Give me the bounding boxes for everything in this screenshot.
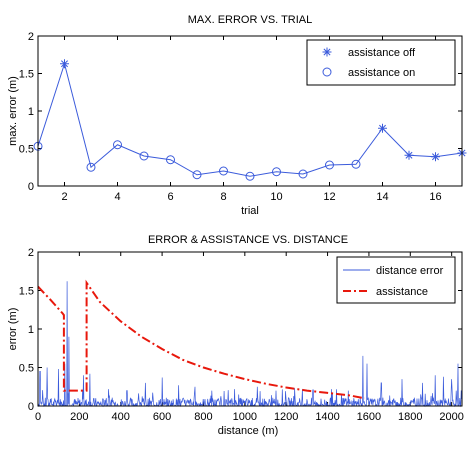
top-point-asterisk-stroke: [378, 124, 387, 132]
chart-top-xlabel: trial: [241, 205, 259, 217]
top-xtick-label: 12: [323, 191, 335, 203]
chart-top-ylabel: max. error (m): [7, 76, 19, 146]
top-point-asterisk: [431, 152, 440, 162]
legend-circle-marker: [322, 67, 332, 77]
top-ytick-label: 0: [28, 181, 34, 193]
top-point-circle: [113, 140, 122, 150]
bot-xtick-label: 1600: [357, 411, 381, 423]
top-point-circle: [192, 170, 202, 180]
top-xtick-label: 16: [429, 191, 441, 203]
top-series-line: [37, 61, 463, 177]
chart-bottom-title: ERROR & ASSISTANCE VS. DISTANCE: [148, 234, 348, 246]
top-ytick-label: 0.5: [19, 144, 34, 156]
top-point-circle: [166, 155, 175, 165]
chart-top-title: MAX. ERROR VS. TRIAL: [188, 14, 313, 26]
bot-ytick-label: 0.5: [19, 363, 34, 375]
top-point-circle: [325, 160, 334, 170]
chart-bottom-legend-box: [336, 256, 456, 304]
bot-xtick-label: 2000: [439, 411, 463, 423]
top-point-circle: [351, 159, 361, 169]
top-xtick-label: 6: [167, 191, 173, 203]
bot-xtick-label: 600: [153, 411, 171, 423]
bot-ytick-label: 2: [28, 247, 34, 259]
chart-bottom-legend: distance error assistance: [336, 256, 456, 304]
top-point-circle: [86, 162, 96, 172]
bot-ytick-label: 0: [28, 401, 34, 413]
chart-bottom-axes: [37, 251, 463, 407]
top-xtick-label: 2: [61, 191, 67, 203]
chart-bottom-legend-items: distance error assistance: [343, 265, 444, 298]
top-point-asterisk: [60, 59, 69, 69]
chart-top-legend: assistance off assistance on: [306, 39, 456, 86]
legend-asterisk-marker: [322, 47, 332, 57]
chart-bottom-xlabel: distance (m): [218, 425, 279, 437]
chart-top-ticks: 2 4 6 8 10 12 14 16 0 0.5 1 1.5 2: [19, 31, 462, 203]
bot-distance-error-line: [37, 281, 462, 408]
top-point-circle: [219, 166, 228, 176]
top-point-circle: [298, 169, 308, 179]
top-point-asterisk: [378, 123, 387, 133]
legend-label-distance-error: distance error: [376, 265, 444, 277]
top-ytick-label: 1: [28, 106, 34, 118]
top-xtick-label: 14: [376, 191, 388, 203]
top-xtick-label: 8: [220, 191, 226, 203]
bot-assistance-line: [37, 279, 365, 400]
bot-ytick-label: 1.5: [19, 286, 34, 298]
bot-xtick-label: 200: [70, 411, 88, 423]
bot-xtick-label: 800: [194, 411, 212, 423]
top-point-asterisk: [404, 150, 414, 160]
legend-label-assistance-on: assistance on: [348, 67, 415, 79]
top-xtick-label: 4: [114, 191, 120, 203]
chart-top-axes: [37, 35, 463, 187]
bot-xtick-label: 1400: [315, 411, 339, 423]
bot-xtick-label: 1800: [398, 411, 422, 423]
legend-label-assistance: assistance: [376, 286, 428, 298]
top-point-asterisk-stroke: [60, 60, 69, 68]
bot-xtick-label: 1000: [233, 411, 257, 423]
chart-top-series: [33, 59, 467, 181]
chart-bottom-ylabel: error (m): [7, 308, 19, 351]
top-ytick-label: 1.5: [19, 69, 34, 81]
top-point-asterisk-stroke: [405, 151, 413, 159]
chart-bottom: ERROR & ASSISTANCE VS. DISTANCE error (m…: [7, 234, 464, 437]
top-point-circle: [272, 167, 281, 177]
bot-xtick-label: 400: [112, 411, 130, 423]
legend-label-assistance-off: assistance off: [348, 47, 416, 59]
top-point-circle: [245, 171, 255, 181]
legend-asterisk-marker-stroke: [323, 48, 331, 56]
top-point-circle: [139, 151, 149, 161]
chart-top-legend-box: [306, 39, 456, 86]
chart-bottom-series: [37, 279, 462, 408]
bot-ytick-label: 1: [28, 324, 34, 336]
top-point-asterisk-stroke: [431, 153, 440, 161]
bot-xtick-label: 1200: [274, 411, 298, 423]
chart-top: MAX. ERROR VS. TRIAL max. error (m) tria…: [7, 14, 467, 217]
bot-xtick-label: 0: [35, 411, 41, 423]
chart-top-legend-items: assistance off assistance on: [322, 47, 416, 79]
top-ytick-label: 2: [28, 31, 34, 43]
top-xtick-label: 10: [270, 191, 282, 203]
